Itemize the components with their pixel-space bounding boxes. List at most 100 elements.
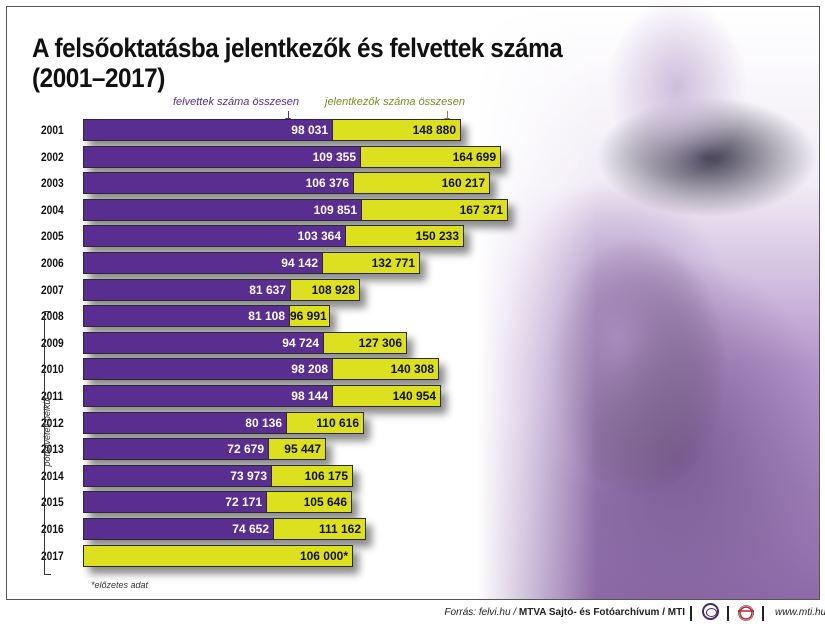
bar: 98 208 140 308 <box>83 358 439 381</box>
bracket-line <box>44 311 51 575</box>
bar: 109 355 164 699 <box>83 145 501 168</box>
bar: 106 000* <box>83 544 353 567</box>
bar: 73 973 106 175 <box>83 464 353 487</box>
year-label: 2001 <box>41 123 64 137</box>
bar: 109 851 167 371 <box>83 198 508 221</box>
admitted-segment: 103 364 <box>84 226 345 247</box>
table-row: 2004 109 851 167 371 <box>7 198 508 221</box>
bar: 106 376 160 217 <box>83 172 490 195</box>
table-row: 2001 98 031 148 880 <box>7 119 477 141</box>
admitted-segment: 81 637 <box>84 279 290 300</box>
admitted-segment: 98 208 <box>84 359 332 380</box>
table-row: 2007 81 637 108 928 <box>7 278 477 301</box>
year-label: 2014 <box>41 468 64 483</box>
title-line-2: (2001–2017) <box>32 63 165 93</box>
year-label: 2016 <box>41 522 64 536</box>
year-label: 2015 <box>41 495 64 510</box>
year-label: 2011 <box>41 389 64 403</box>
admitted-segment: 98 144 <box>84 386 332 406</box>
applicants-segment: 110 616 <box>286 412 363 433</box>
table-row: 2013 72 679 95 447 <box>7 438 477 461</box>
footnote: *előzetes adat <box>91 580 149 590</box>
admitted-segment: 109 355 <box>84 146 360 167</box>
year-label: 2017 <box>41 548 64 563</box>
bar: 103 364 150 233 <box>83 225 464 248</box>
applicants-segment: 111 162 <box>273 519 365 539</box>
table-row: 2009 94 724 127 306 <box>7 331 477 354</box>
table-row: 2003 106 376 160 217 <box>7 172 490 195</box>
admitted-segment: 73 973 <box>84 465 271 486</box>
admitted-segment: 72 679 <box>84 439 268 460</box>
applicants-segment: 160 217 <box>353 173 489 194</box>
bar: 81 108 96 991 <box>83 305 330 328</box>
applicants-segment: 108 928 <box>290 279 359 300</box>
footer: Forrás: felvi.hu / MTVA Sajtó- és Fotóar… <box>0 600 825 627</box>
separator <box>762 606 764 621</box>
table-row: 2011 98 144 140 954 <box>7 385 477 407</box>
applicants-segment: 167 371 <box>361 199 507 220</box>
table-row: 2015 72 171 105 646 <box>7 491 477 514</box>
year-label: 2010 <box>41 362 64 377</box>
admitted-segment: 94 724 <box>84 332 323 353</box>
table-row: 2017 106 000* <box>7 544 477 567</box>
year-label: 2007 <box>41 282 64 297</box>
table-row: 2002 109 355 164 699 <box>7 145 501 168</box>
admitted-segment: 80 136 <box>84 412 286 433</box>
applicants-segment: 127 306 <box>323 332 406 353</box>
year-label: 2004 <box>41 202 64 217</box>
table-row: 2005 103 364 150 233 <box>7 225 477 248</box>
bar: 81 637 108 928 <box>83 278 360 301</box>
table-row: 2014 73 973 106 175 <box>7 464 477 487</box>
admitted-segment: 98 031 <box>84 120 332 140</box>
applicants-segment: 140 308 <box>332 359 438 380</box>
year-label: 2005 <box>41 229 64 244</box>
source-prefix: Forrás: felvi.hu / <box>444 607 517 618</box>
source-main: MTVA Sajtó- és Fotóarchívum / MTI <box>518 607 685 618</box>
year-label: 2006 <box>41 256 64 270</box>
applicants-segment: 132 771 <box>322 253 419 273</box>
source-text: Forrás: felvi.hu / MTVA Sajtó- és Fotóar… <box>444 607 685 618</box>
applicants-segment: 105 646 <box>266 492 351 513</box>
infographic-frame: A felsőoktatásba jelentkezők és felvette… <box>6 6 820 600</box>
legend-admitted: felvettek száma összesen <box>173 96 299 108</box>
bar: 72 679 95 447 <box>83 438 326 461</box>
admitted-segment: 94 142 <box>84 253 322 273</box>
title-line-1: A felsőoktatásba jelentkezők és felvette… <box>32 33 563 63</box>
separator <box>690 606 692 621</box>
year-label: 2003 <box>41 176 64 191</box>
admitted-segment: 106 376 <box>84 173 353 194</box>
bar: 72 171 105 646 <box>83 491 352 514</box>
applicants-segment: 106 000* <box>84 545 352 566</box>
year-label: 2012 <box>41 415 64 430</box>
applicants-segment: 96 991 <box>289 306 329 327</box>
bar: 98 031 148 880 <box>83 119 461 141</box>
legend-applicants: jelentkezők száma összesen <box>325 96 466 108</box>
bar: 80 136 110 616 <box>83 411 364 434</box>
applicants-segment: 106 175 <box>271 465 352 486</box>
year-label: 2009 <box>41 335 64 350</box>
applicants-segment: 140 954 <box>332 386 440 406</box>
admitted-segment: 72 171 <box>84 492 266 513</box>
website-url: www.mti.hu <box>775 607 825 618</box>
table-row: 2010 98 208 140 308 <box>7 358 477 381</box>
bracket-label: pótfelvételi nélkül <box>42 397 52 467</box>
year-label: 2002 <box>41 149 64 164</box>
separator <box>727 606 729 621</box>
mtva-logo-icon <box>702 603 719 620</box>
table-row: 2012 80 136 110 616 <box>7 411 477 434</box>
bar: 94 724 127 306 <box>83 331 407 354</box>
mti-logo-icon <box>738 605 754 621</box>
table-row: 2006 94 142 132 771 <box>7 252 477 274</box>
photo-fade <box>477 7 597 599</box>
applicants-segment: 164 699 <box>360 146 500 167</box>
applicants-segment: 148 880 <box>332 120 460 140</box>
bar: 94 142 132 771 <box>83 252 420 274</box>
table-row: 2016 74 652 111 162 <box>7 518 477 540</box>
applicants-segment: 150 233 <box>345 226 463 247</box>
bar: 74 652 111 162 <box>83 518 366 540</box>
year-label: 2008 <box>41 309 64 324</box>
applicants-segment: 95 447 <box>268 439 325 460</box>
admitted-segment: 81 108 <box>84 306 289 327</box>
admitted-segment: 74 652 <box>84 519 273 539</box>
bar: 98 144 140 954 <box>83 385 441 407</box>
